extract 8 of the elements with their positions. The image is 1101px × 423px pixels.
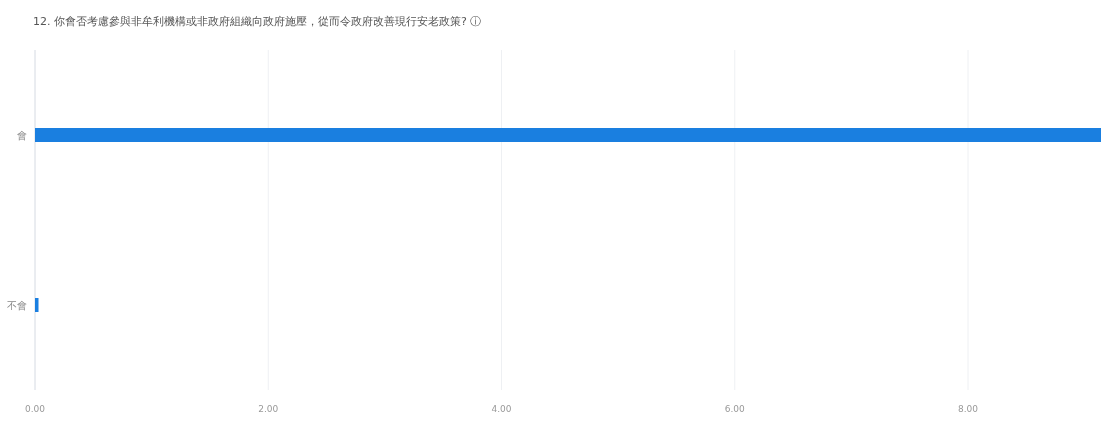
x-tick-label: 6.00 [724,404,746,414]
x-tick-label: 0.00 [24,404,46,414]
y-tick-label: 會 [17,130,27,141]
x-tick-label: 2.00 [258,404,279,414]
chart-title: 12. 你會否考慮參與非牟利機構或非政府組織向政府施壓，從而令政府改善現行安老政策? ⓘ [33,15,482,28]
x-tick-label: 8.00 [958,404,979,414]
y-tick-label: 不會 [7,300,27,311]
x-tick-label: 4.00 [491,404,512,414]
